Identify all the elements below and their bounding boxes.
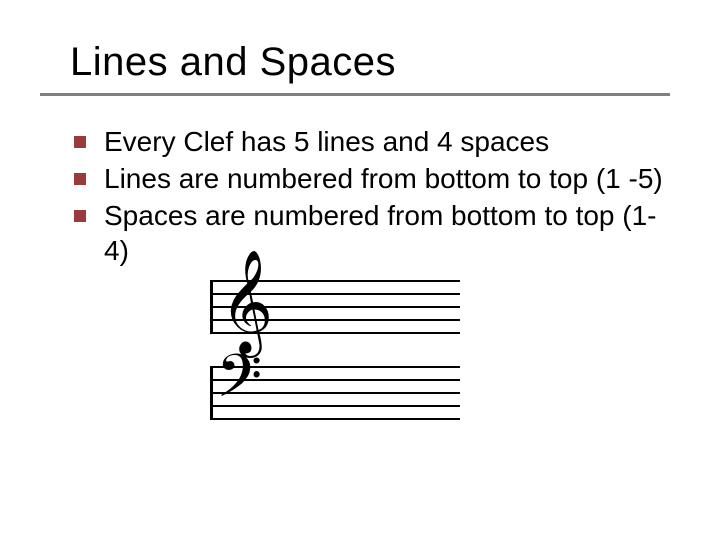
- bullet-item: Spaces are numbered from bottom to top (…: [70, 198, 670, 268]
- slide-title: Lines and Spaces: [70, 40, 670, 85]
- square-bullet-icon: [74, 136, 86, 148]
- slide: Lines and Spaces Every Clef has 5 lines …: [0, 0, 720, 540]
- square-bullet-icon: [74, 173, 86, 185]
- bullet-item: Every Clef has 5 lines and 4 spaces: [70, 124, 670, 159]
- treble-staff: 𝄞: [210, 280, 460, 336]
- bullet-text: Lines are numbered from bottom to top (1…: [104, 163, 663, 194]
- square-bullet-icon: [74, 210, 86, 222]
- bullet-text: Spaces are numbered from bottom to top (…: [104, 200, 657, 266]
- bass-staff: 𝄢: [210, 366, 460, 422]
- bullet-text: Every Clef has 5 lines and 4 spaces: [104, 126, 549, 157]
- bass-clef-icon: 𝄢: [216, 348, 262, 420]
- treble-clef-icon: 𝄞: [220, 258, 273, 348]
- title-underline: [40, 93, 670, 96]
- bullet-list: Every Clef has 5 lines and 4 spaces Line…: [70, 124, 670, 268]
- bullet-item: Lines are numbered from bottom to top (1…: [70, 161, 670, 196]
- staff-figure: 𝄞 𝄢: [210, 280, 670, 422]
